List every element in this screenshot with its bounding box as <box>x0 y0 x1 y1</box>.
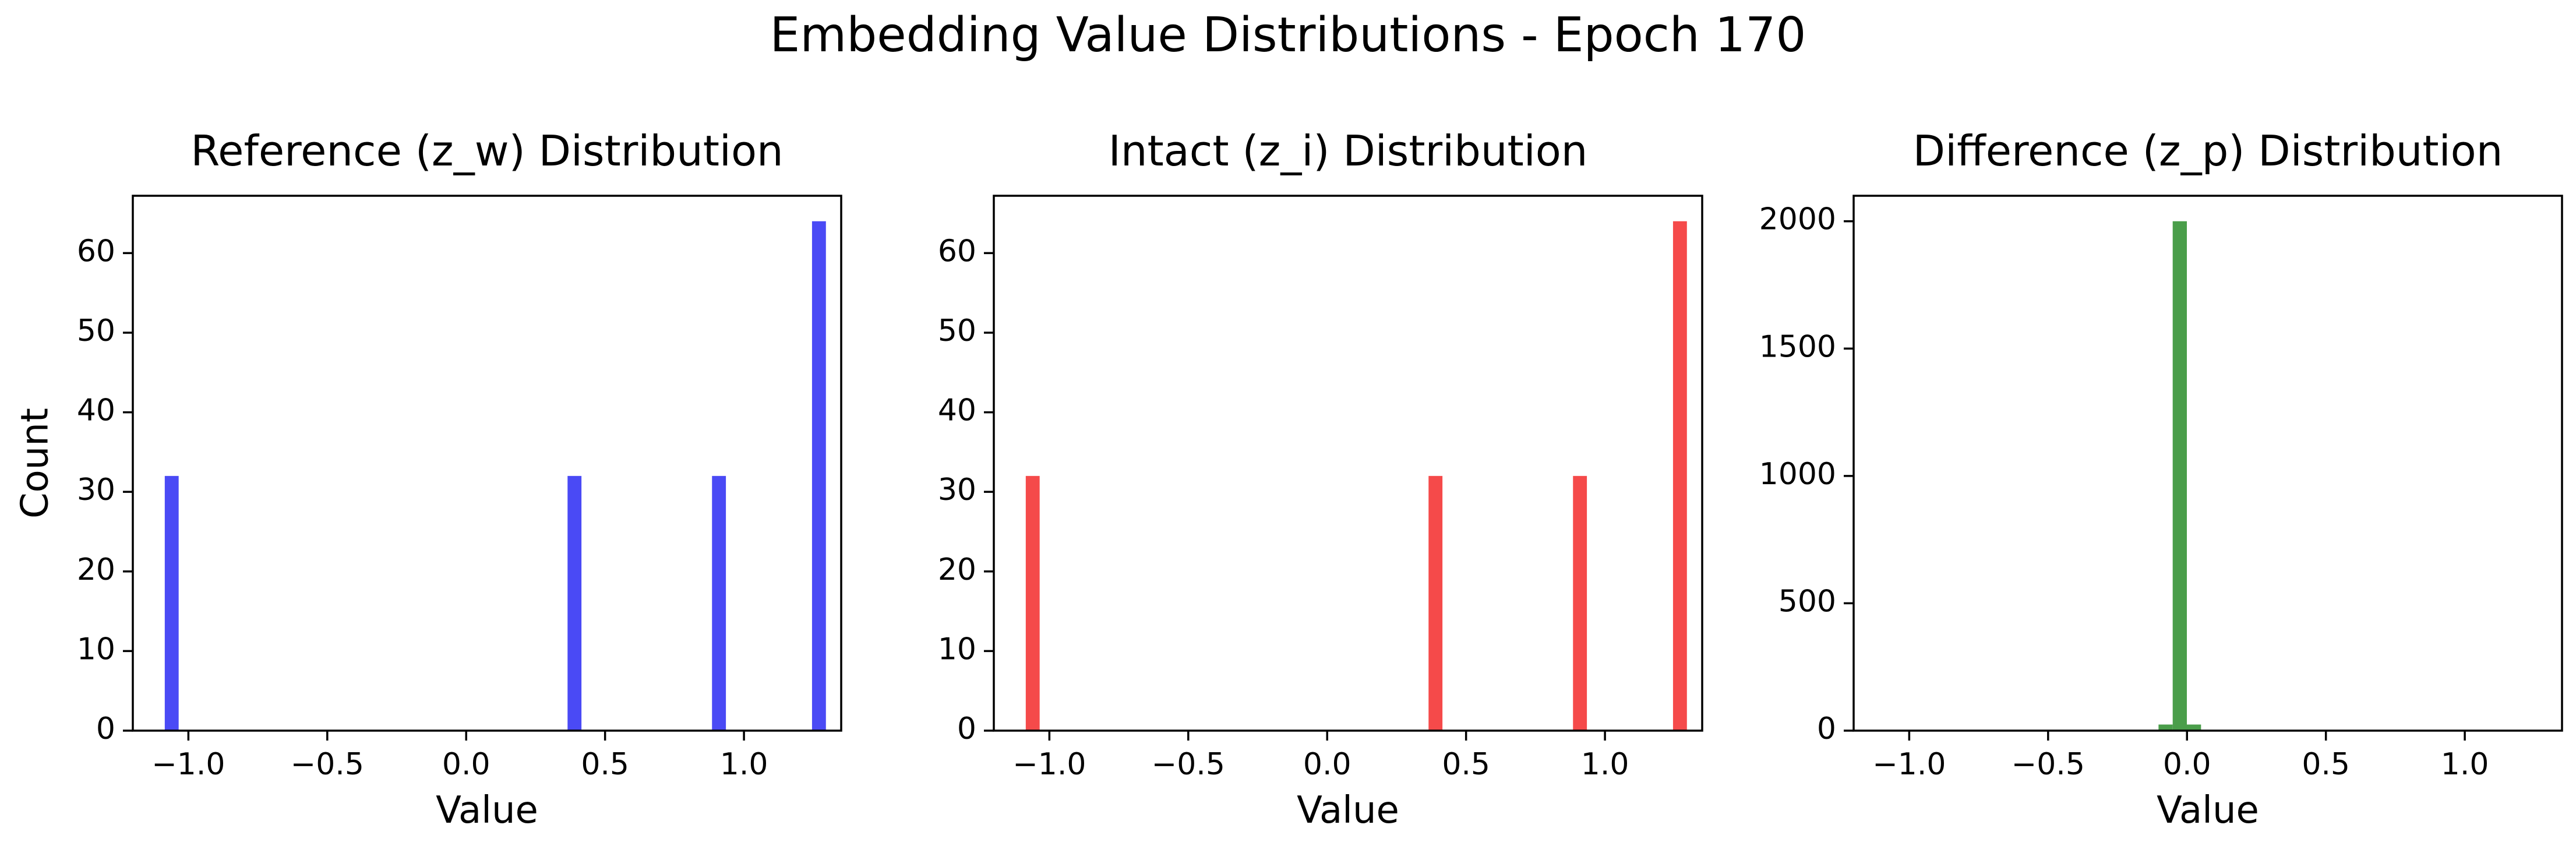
histogram-bar <box>1025 475 1040 731</box>
panel-title: Intact (z_i) Distribution <box>1109 126 1588 175</box>
y-tick-label: 30 <box>77 473 115 507</box>
plot-frame <box>1852 195 2563 732</box>
x-tick-label: 1.0 <box>2441 747 2489 782</box>
y-tick-label: 10 <box>77 632 115 667</box>
y-tick-label: 40 <box>938 393 976 428</box>
histogram-bar <box>1428 475 1443 731</box>
histogram-bar <box>567 475 582 731</box>
panel-reference: Reference (z_w) Distribution Value Count… <box>14 126 842 832</box>
x-tick-label: 0.0 <box>1303 747 1351 782</box>
x-tick-label: 0.5 <box>581 747 629 782</box>
y-tick-label: 50 <box>77 313 115 348</box>
x-tick-label: 0.5 <box>2302 747 2350 782</box>
x-tick-label: 1.0 <box>1581 747 1629 782</box>
x-tick-label: −1.0 <box>1012 747 1086 782</box>
x-tick-label: 1.0 <box>720 747 768 782</box>
histogram-bar <box>712 475 726 731</box>
plot-frame <box>993 195 1703 732</box>
panel-title: Difference (z_p) Distribution <box>1913 126 2503 175</box>
x-tick-label: −1.0 <box>151 747 225 782</box>
panel-difference: Difference (z_p) Distribution Value −1.0… <box>1759 126 2563 832</box>
y-tick-label: 500 <box>1779 584 1836 619</box>
y-tick-label: 60 <box>77 234 115 269</box>
histogram-bar <box>811 221 826 731</box>
histogram-bar <box>2158 724 2173 731</box>
y-tick-label: 1000 <box>1759 457 1836 492</box>
y-tick-label: 0 <box>957 711 976 746</box>
histogram-bar <box>2186 724 2201 731</box>
y-tick-label: 20 <box>77 552 115 587</box>
histogram-bar <box>1573 475 1587 731</box>
panel-title: Reference (z_w) Distribution <box>190 126 783 175</box>
y-tick-label: 40 <box>77 393 115 428</box>
x-axis-label: Value <box>2157 789 2259 832</box>
y-tick-label: 1500 <box>1759 329 1836 364</box>
y-tick-label: 2000 <box>1759 202 1836 237</box>
y-tick-label: 10 <box>938 632 976 667</box>
x-tick-label: 0.0 <box>2163 747 2211 782</box>
x-tick-label: 0.5 <box>1442 747 1490 782</box>
y-tick-label: 0 <box>96 711 115 746</box>
x-axis-label: Value <box>1297 789 1399 832</box>
y-tick-label: 0 <box>1817 711 1836 746</box>
y-tick-label: 30 <box>938 473 976 507</box>
plot-frame <box>132 195 842 732</box>
x-tick-label: 0.0 <box>442 747 491 782</box>
x-tick-label: −0.5 <box>291 747 364 782</box>
x-tick-label: −0.5 <box>2012 747 2085 782</box>
panel-intact: Intact (z_i) Distribution Value −1.0 −0.5… <box>938 126 1703 832</box>
histogram-bar <box>164 475 179 731</box>
figure-title: Embedding Value Distributions - Epoch 17… <box>770 8 1806 63</box>
histogram-bar <box>1672 221 1687 731</box>
y-tick-label: 20 <box>938 552 976 587</box>
x-axis-label: Value <box>436 789 538 832</box>
x-tick-label: −1.0 <box>1872 747 1946 782</box>
x-tick-label: −0.5 <box>1152 747 1225 782</box>
y-tick-label: 60 <box>938 234 976 269</box>
y-tick-label: 50 <box>938 313 976 348</box>
y-axis-label: Count <box>14 408 57 519</box>
histogram-bar <box>2172 221 2187 731</box>
